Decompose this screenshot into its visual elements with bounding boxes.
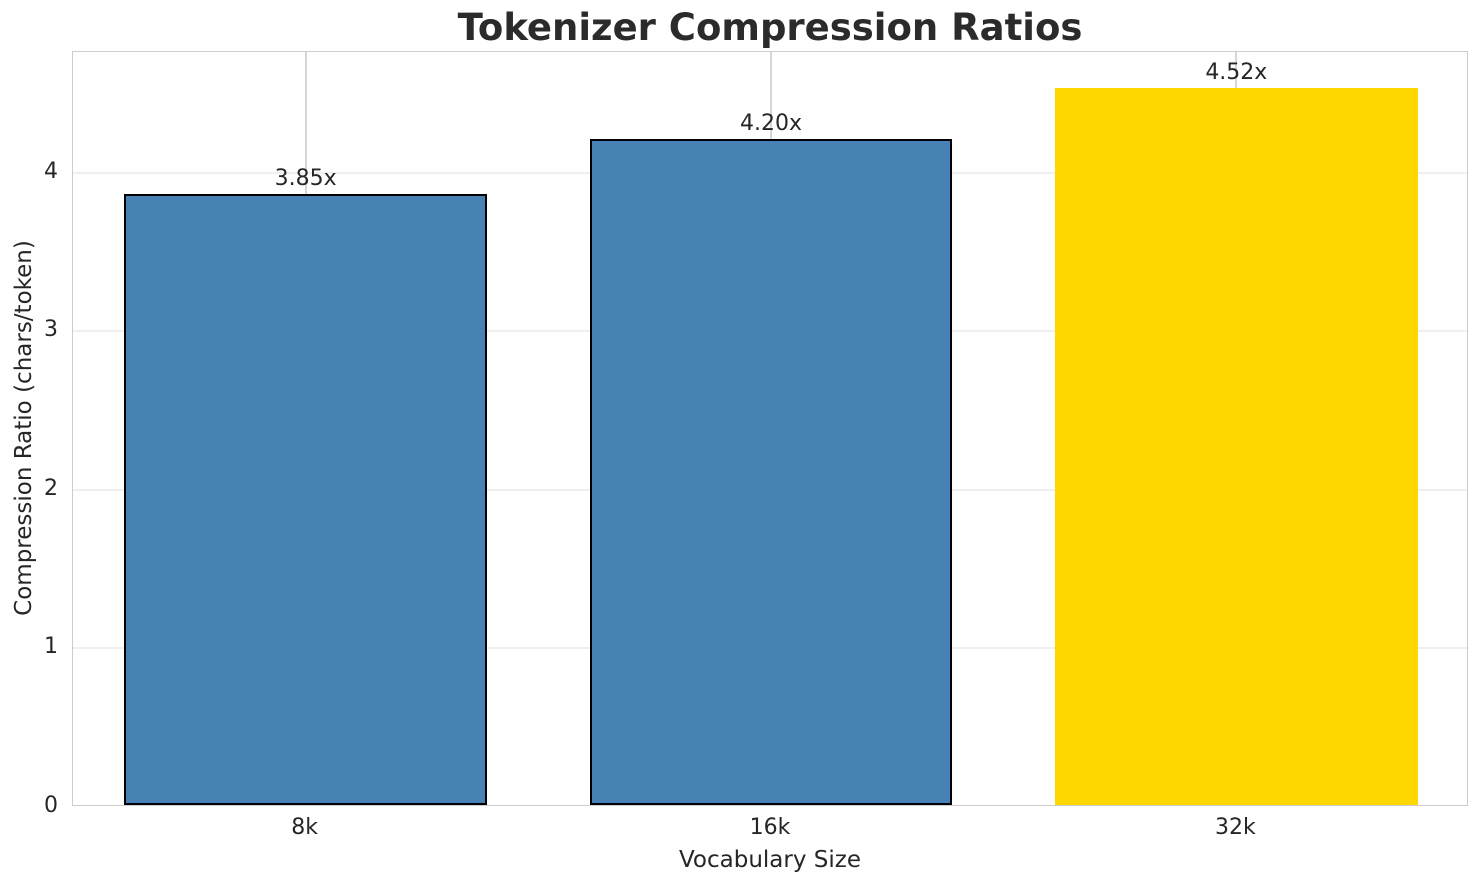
x-axis-label: Vocabulary Size bbox=[678, 847, 861, 873]
bar-16k bbox=[589, 138, 953, 805]
y-axis-label: Compression Ratio (chars/token) bbox=[11, 240, 37, 616]
bar-value-label-16k: 4.20x bbox=[739, 110, 802, 136]
y-tick-label-2: 2 bbox=[44, 475, 58, 501]
y-tick-label-3: 3 bbox=[44, 317, 58, 343]
x-tick-label-32k: 32k bbox=[1214, 815, 1256, 840]
plot-area: 3.85x 4.20x 4.52x bbox=[72, 51, 1468, 806]
bar-value-label-32k: 4.52x bbox=[1205, 60, 1268, 86]
x-tick-label-8k: 8k bbox=[291, 815, 319, 840]
bar-32k bbox=[1054, 88, 1418, 805]
x-tick-label-16k: 16k bbox=[749, 815, 791, 840]
bar-8k bbox=[124, 194, 488, 805]
y-tick-label-1: 1 bbox=[44, 634, 58, 660]
y-tick-label-4: 4 bbox=[44, 158, 58, 184]
y-tick-label-0: 0 bbox=[44, 793, 58, 818]
bar-value-label-8k: 3.85x bbox=[274, 166, 337, 192]
chart-title: Tokenizer Compression Ratios bbox=[457, 6, 1083, 49]
